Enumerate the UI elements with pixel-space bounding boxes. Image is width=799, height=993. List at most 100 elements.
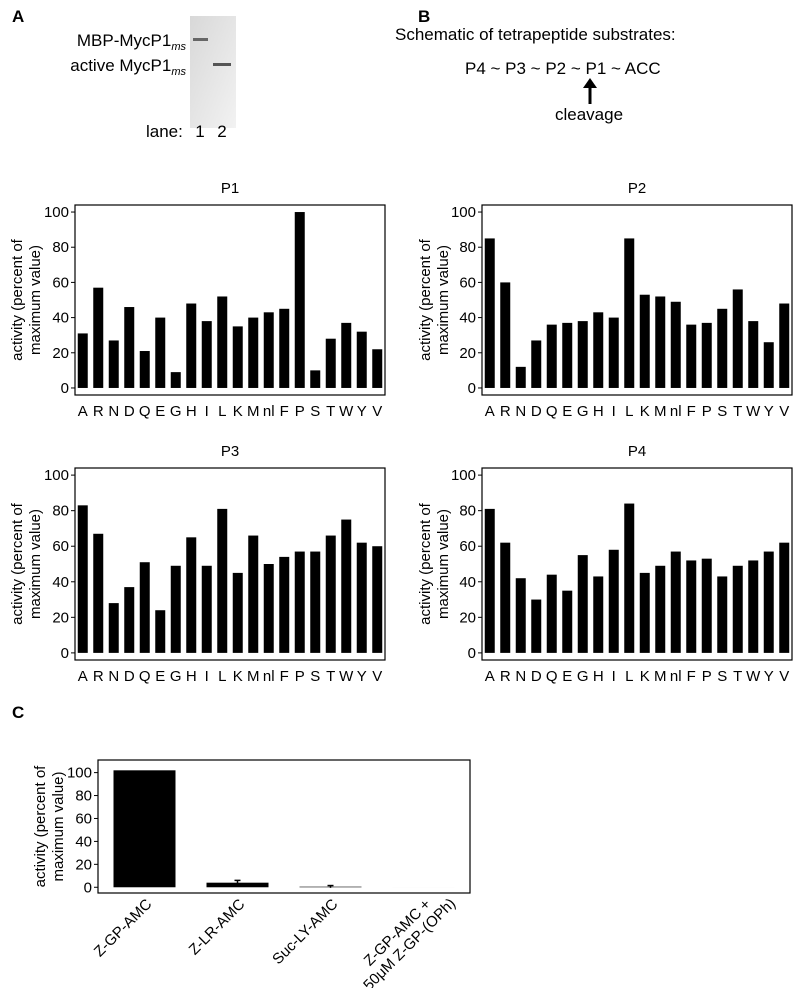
bar: [717, 309, 727, 388]
x-tick-label: H: [593, 668, 604, 685]
x-tick-label: W: [339, 403, 354, 420]
x-tick-label: S: [717, 403, 727, 420]
y-tick-label: 20: [459, 345, 476, 362]
x-tick-label: K: [233, 668, 243, 685]
y-axis-label: activity (percent of: [417, 502, 434, 625]
y-tick-label: 20: [75, 856, 92, 873]
bar: [186, 537, 196, 653]
bar: [702, 323, 712, 388]
x-tick-label: D: [531, 403, 542, 420]
bar: [171, 372, 181, 388]
x-tick-label: Q: [139, 403, 151, 420]
bar: [640, 295, 650, 388]
x-tick-label: M: [654, 403, 667, 420]
bar: [733, 289, 743, 388]
x-tick-label: M: [247, 403, 260, 420]
x-tick-label: nl: [263, 668, 275, 685]
x-tick-label: Z-GP-AMC: [91, 896, 156, 961]
x-tick-label: Y: [357, 403, 367, 420]
bar: [779, 304, 789, 388]
y-tick-label: 40: [75, 833, 92, 850]
y-tick-label: 100: [451, 467, 476, 484]
x-tick-label: V: [372, 403, 382, 420]
y-tick-label: 60: [75, 810, 92, 827]
bar: [779, 543, 789, 653]
bar: [516, 367, 526, 388]
x-tick-label: D: [124, 403, 135, 420]
x-tick-label: I: [612, 668, 616, 685]
x-tick-label: R: [93, 668, 104, 685]
x-tick-label: S: [310, 403, 320, 420]
x-tick-label: M: [247, 668, 260, 685]
bar: [485, 238, 495, 388]
bar: [140, 562, 150, 653]
y-axis-label: maximum value): [27, 245, 44, 355]
bar: [186, 304, 196, 388]
plot-frame: [75, 468, 385, 660]
x-tick-label: P: [702, 668, 712, 685]
x-tick-label: N: [515, 668, 526, 685]
bar: [686, 560, 696, 652]
x-tick-label: H: [186, 403, 197, 420]
y-axis-label: activity (percent of: [9, 502, 26, 625]
bar: [78, 333, 88, 388]
y-tick-label: 80: [52, 503, 69, 520]
bar: [609, 550, 619, 653]
x-tick-label: L: [218, 668, 226, 685]
bar: [248, 318, 258, 388]
subscript: ms: [171, 41, 186, 53]
lane-number: 1: [195, 122, 204, 141]
x-tick-label: Q: [546, 668, 558, 685]
bar: [295, 552, 305, 653]
x-tick-label: G: [577, 668, 589, 685]
bar: [531, 600, 541, 653]
bar: [655, 296, 665, 387]
protein-label: active MycP1ms: [70, 56, 186, 78]
bar: [357, 332, 367, 388]
x-tick-label: T: [733, 403, 742, 420]
bar: [702, 559, 712, 653]
x-tick-label: D: [531, 668, 542, 685]
x-tick-label: Z-LR-AMC: [186, 896, 249, 959]
y-tick-label: 0: [61, 645, 69, 662]
bar: [326, 339, 336, 388]
label-line: Z-LR-AMC: [186, 896, 249, 959]
x-tick-label: Q: [546, 403, 558, 420]
y-axis-label: activity (percent of: [417, 238, 434, 361]
arrow-label: cleavage: [555, 105, 623, 124]
sequence: P4 ~ P3 ~ P2 ~ P1 ~ ACC: [465, 59, 661, 78]
lane-label: lane:: [146, 122, 183, 141]
bar: [547, 325, 557, 388]
x-tick-label: Y: [764, 403, 774, 420]
x-tick-label: W: [339, 668, 354, 685]
bar: [531, 340, 541, 388]
y-tick-label: 40: [52, 310, 69, 327]
x-tick-label: L: [218, 403, 226, 420]
bar: [686, 325, 696, 388]
x-tick-label: P: [702, 403, 712, 420]
x-tick-label: E: [562, 668, 572, 685]
bar: [500, 543, 510, 653]
bar: [764, 342, 774, 388]
x-tick-label: P: [295, 403, 305, 420]
protein-name: active MycP1: [70, 56, 171, 75]
y-tick-label: 60: [459, 538, 476, 555]
bar: [578, 321, 588, 388]
bar: [593, 312, 603, 388]
bar: [372, 349, 382, 388]
gel-band: [213, 63, 231, 66]
x-tick-label: F: [280, 403, 289, 420]
x-tick-label: I: [205, 668, 209, 685]
y-tick-label: 100: [67, 765, 92, 782]
x-tick-label: nl: [670, 668, 682, 685]
bar: [748, 560, 758, 652]
bar: [310, 370, 320, 388]
label-line: Z-GP-AMC: [91, 896, 156, 961]
y-tick-label: 40: [52, 574, 69, 591]
x-tick-label: V: [372, 668, 382, 685]
x-tick-label: K: [640, 403, 650, 420]
x-tick-label: E: [155, 668, 165, 685]
bar: [310, 552, 320, 653]
bar: [764, 552, 774, 653]
